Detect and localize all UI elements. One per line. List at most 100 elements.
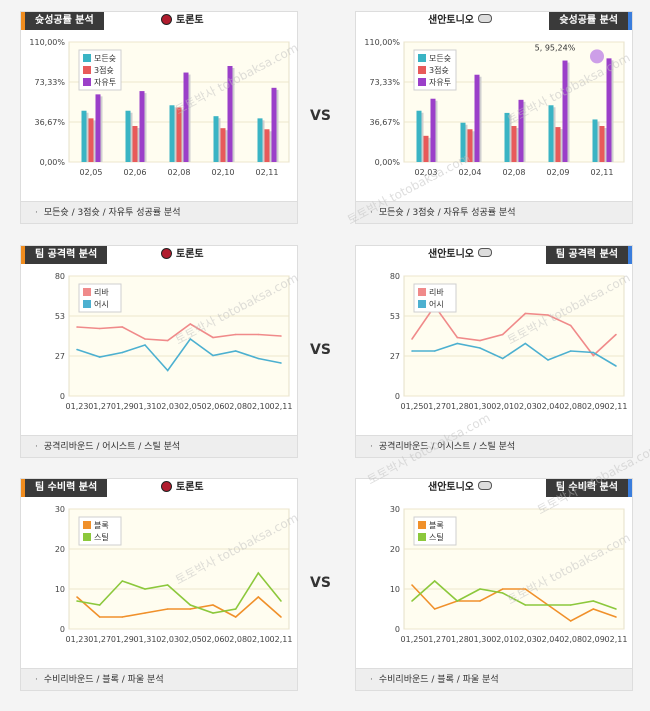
y-tick-label: 0 <box>60 392 65 401</box>
y-tick-label: 0 <box>395 625 400 634</box>
bar-1-4[interactable] <box>548 105 554 162</box>
bar-1-3[interactable] <box>504 112 510 162</box>
spurs-logo-icon <box>478 248 492 257</box>
x-tick-label: 02,10 <box>247 402 270 411</box>
x-tick-label: 02,05 <box>80 168 103 177</box>
bar-3-1[interactable] <box>430 98 436 162</box>
y-tick-label: 53 <box>55 312 65 321</box>
highlight-point[interactable] <box>590 49 604 64</box>
bar-3-4[interactable] <box>227 66 233 162</box>
series-line-2[interactable] <box>76 337 282 372</box>
bar-2-5[interactable] <box>599 126 605 162</box>
x-tick-label: 02,11 <box>605 635 628 644</box>
x-tick-label: 01,23 <box>66 635 89 644</box>
bar-2-4[interactable] <box>220 128 226 162</box>
data-point-2-8 <box>569 350 572 352</box>
data-point-1-4 <box>144 338 146 340</box>
x-tick-label: 02,04 <box>459 168 482 177</box>
bar-2-4[interactable] <box>555 127 561 162</box>
y-tick-label: 73,33% <box>34 78 65 87</box>
bar-1-4[interactable] <box>213 116 219 162</box>
x-tick-label: 02,03 <box>514 402 537 411</box>
panel-tab: 슛성공률 분석 <box>549 12 632 30</box>
bar-2-2[interactable] <box>467 129 473 162</box>
x-tick-label: 01,27 <box>423 402 446 411</box>
y-tick-label: 10 <box>55 585 65 594</box>
panel-tab: 팀 공격력 분석 <box>21 246 108 264</box>
data-point-2-2 <box>98 356 101 358</box>
legend-swatch <box>418 54 426 62</box>
bar-3-2[interactable] <box>474 74 480 162</box>
x-tick-label: 02,08 <box>503 168 526 177</box>
panel-p2: 슛성공률 분석 샌안토니오 110,00% 73,33% 36,67% 0,00% 5, 9… <box>355 11 633 224</box>
bar-1-1[interactable] <box>416 110 422 162</box>
y-tick-label: 20 <box>390 545 400 554</box>
x-tick-label: 02,03 <box>156 402 179 411</box>
series-line-2[interactable] <box>76 571 282 614</box>
data-point-2-1 <box>411 350 413 352</box>
bar-1-5[interactable] <box>592 119 598 162</box>
series-line-2[interactable] <box>411 579 617 610</box>
data-point-1-8 <box>569 324 572 327</box>
bar-2-5[interactable] <box>264 129 270 162</box>
x-tick-label: 02,03 <box>514 635 537 644</box>
bar-2-3[interactable] <box>511 126 517 162</box>
bar-3-3[interactable] <box>518 99 524 162</box>
data-point-1-1 <box>76 326 78 328</box>
legend-label: 어시 <box>94 299 109 309</box>
data-point-2-5 <box>166 369 169 372</box>
series-line-1[interactable] <box>76 323 282 342</box>
bar-2-1[interactable] <box>88 118 94 162</box>
bar-2-2[interactable] <box>132 126 138 162</box>
legend-label: 모든슛 <box>94 54 116 63</box>
bar-1-5[interactable] <box>257 118 263 162</box>
series-line-1[interactable] <box>411 584 617 622</box>
legend-swatch <box>83 78 91 86</box>
x-tick-label: 01,23 <box>66 402 89 411</box>
x-tick-label: 01,27 <box>423 635 446 644</box>
x-tick-label: 02,06 <box>124 168 147 177</box>
data-point-2-6 <box>524 342 527 345</box>
data-point-2-7 <box>547 359 549 361</box>
data-point-1-10 <box>615 333 617 336</box>
bar-1-2[interactable] <box>125 110 131 162</box>
bullet-icon: · <box>35 675 38 685</box>
series-line-1[interactable] <box>411 304 617 357</box>
footer-text: 공격리바운드 / 어시스트 / 스틸 분석 <box>43 442 181 452</box>
panel-p1: 슛성공률 분석 토론토 110,00% 73,33% 36,67% 0,00% 02,05 0… <box>20 11 298 224</box>
y-tick-label: 0 <box>60 625 65 634</box>
panel-footer: · 모든슛 / 3점슛 / 자유투 성공률 분석 <box>21 201 297 223</box>
footer-text: 공격리바운드 / 어시스트 / 스틸 분석 <box>378 442 516 452</box>
bar-3-2[interactable] <box>139 91 145 162</box>
bar-1-2[interactable] <box>460 122 466 162</box>
legend-label: 자유투 <box>429 78 451 87</box>
bar-1-3[interactable] <box>169 105 175 162</box>
legend-label: 모든슛 <box>429 54 451 63</box>
panel-footer: · 모든슛 / 3점슛 / 자유투 성공률 분석 <box>356 201 632 223</box>
bar-1-1[interactable] <box>81 110 87 162</box>
legend-label: 3점슛 <box>429 65 449 75</box>
data-point-2-6 <box>524 604 527 606</box>
bar-3-3[interactable] <box>183 72 189 162</box>
bar-2-3[interactable] <box>176 107 182 162</box>
series-line-2[interactable] <box>412 342 617 367</box>
y-tick-label: 27 <box>390 352 400 361</box>
series-line-1[interactable] <box>76 595 282 618</box>
legend-swatch <box>83 521 91 529</box>
bar-3-4[interactable] <box>562 60 568 162</box>
x-tick-label: 02,11 <box>256 168 279 177</box>
bar-3-1[interactable] <box>95 94 101 162</box>
team-name: 샌안토니오 <box>428 479 492 497</box>
bar-3-5[interactable] <box>606 58 612 163</box>
x-tick-label: 02,04 <box>537 402 560 411</box>
bar-2-1[interactable] <box>423 135 429 162</box>
bar-3-5[interactable] <box>271 87 277 162</box>
data-point-1-1 <box>411 338 413 340</box>
y-tick-label: 73,33% <box>369 78 400 87</box>
legend-label: 블록 <box>94 520 109 530</box>
data-point-1-2 <box>433 608 436 610</box>
data-point-2-7 <box>212 354 214 357</box>
